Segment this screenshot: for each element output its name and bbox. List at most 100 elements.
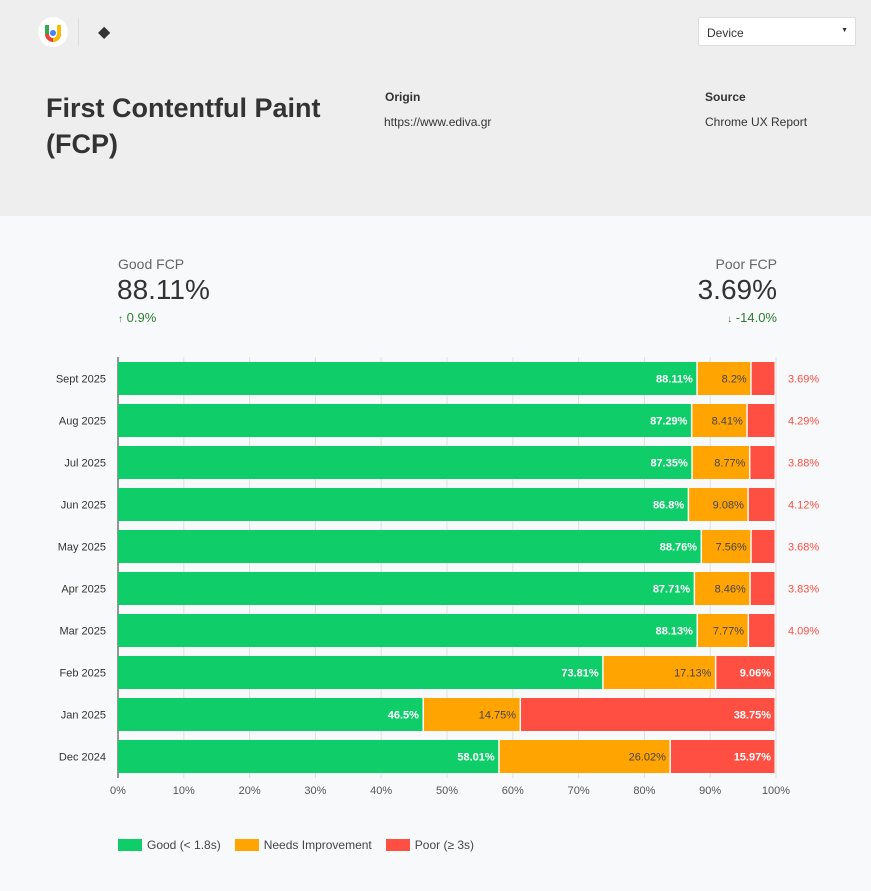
data-label-poor: 3.69% xyxy=(788,374,819,386)
poor-kpi-label: Poor FCP xyxy=(715,256,777,272)
y-tick-label: May 2025 xyxy=(58,542,106,554)
bar-poor xyxy=(750,446,775,479)
app-logo-icon xyxy=(38,17,68,47)
legend: Good (< 1.8s) Needs Improvement Poor (≥ … xyxy=(118,838,474,852)
good-kpi-delta: ↑ 0.9% xyxy=(118,310,157,325)
bar-poor xyxy=(716,656,775,689)
data-label: 87.71% xyxy=(653,584,691,596)
bar-good xyxy=(118,740,499,773)
bar-good xyxy=(118,530,701,563)
x-tick-label: 10% xyxy=(173,785,195,797)
legend-swatch xyxy=(118,839,142,851)
data-label: 46.5% xyxy=(388,710,419,722)
data-label: 88.76% xyxy=(660,542,698,554)
bar-good xyxy=(118,656,603,689)
poor-kpi-delta: ↓ -14.0% xyxy=(727,310,777,325)
bar-poor xyxy=(750,572,775,605)
x-tick-label: 100% xyxy=(762,785,790,797)
arrow-up-icon: ↑ xyxy=(118,314,123,325)
bar-needs-improvement xyxy=(697,362,751,395)
y-tick-label: Jan 2025 xyxy=(61,710,106,722)
data-label-poor: 4.12% xyxy=(788,500,819,512)
source-value: Chrome UX Report xyxy=(705,115,808,129)
data-label-poor: 3.83% xyxy=(788,584,819,596)
x-tick-label: 80% xyxy=(633,785,655,797)
bar-poor xyxy=(747,404,775,437)
bar-needs-improvement xyxy=(692,404,747,437)
bar-needs-improvement xyxy=(692,446,749,479)
caret-down-icon: ▼ xyxy=(841,27,848,34)
x-tick-label: 60% xyxy=(502,785,524,797)
bar-poor xyxy=(751,362,775,395)
bar-poor xyxy=(521,698,775,731)
data-label: 26.02% xyxy=(629,752,667,764)
x-tick-label: 40% xyxy=(370,785,392,797)
paint-bucket-icon[interactable]: ◆ xyxy=(98,24,111,41)
good-kpi-label: Good FCP xyxy=(118,256,185,272)
device-select[interactable]: Device ▼ xyxy=(698,17,856,46)
bar-good xyxy=(118,362,697,395)
bar-needs-improvement xyxy=(702,530,751,563)
bar-needs-improvement xyxy=(603,656,715,689)
bar-good xyxy=(118,698,423,731)
fcp-stacked-bar-chart: 0% 10% 20% 30% 40% 50% 60% 70% 80% 90% 100% Sept 20… xyxy=(56,357,819,797)
bar-needs-improvement xyxy=(499,740,670,773)
bar-needs-improvement xyxy=(695,572,750,605)
bar-needs-improvement xyxy=(423,698,520,731)
bar-good xyxy=(118,446,692,479)
bar-good xyxy=(118,404,691,437)
divider xyxy=(78,18,79,46)
x-tick-label: 20% xyxy=(239,785,261,797)
bar-good xyxy=(118,614,697,647)
data-label: 88.11% xyxy=(656,374,693,386)
origin-label: Origin xyxy=(385,90,421,104)
y-tick-label: Jul 2025 xyxy=(64,458,106,470)
y-tick-label: Dec 2024 xyxy=(59,752,106,764)
bar-needs-improvement xyxy=(697,614,748,647)
device-select-value: Device xyxy=(707,26,744,40)
data-label: 8.77% xyxy=(714,458,745,470)
data-label-poor: 3.68% xyxy=(788,542,819,554)
data-label-poor: 3.88% xyxy=(788,458,819,470)
data-label: 8.41% xyxy=(712,416,743,428)
x-tick-label: 50% xyxy=(436,785,458,797)
data-label: 7.56% xyxy=(716,542,747,554)
good-kpi-value: 88.11% xyxy=(117,274,210,305)
poor-kpi-value: 3.69% xyxy=(697,274,777,305)
data-label: 88.13% xyxy=(656,626,694,638)
data-label: 38.75% xyxy=(734,710,772,722)
data-label: 7.77% xyxy=(713,626,744,638)
legend-swatch xyxy=(234,839,259,851)
header: ◆ Device ▼ First Contentful Paint (FCP) O… xyxy=(0,0,871,216)
y-tick-label: Apr 2025 xyxy=(61,584,106,596)
data-label: 15.97% xyxy=(734,752,772,764)
legend-swatch xyxy=(385,839,410,851)
data-label: 87.29% xyxy=(650,416,688,428)
bar-good xyxy=(118,488,688,521)
bar-needs-improvement xyxy=(689,488,748,521)
data-label: 9.08% xyxy=(713,500,744,512)
bar-poor xyxy=(749,614,775,647)
legend-poor[interactable]: Poor (≥ 3s) xyxy=(385,838,474,852)
legend-needs-improvement[interactable]: Needs Improvement xyxy=(234,838,372,852)
data-label: 8.46% xyxy=(715,584,746,596)
x-tick-label: 70% xyxy=(568,785,590,797)
data-label: 9.06% xyxy=(740,668,771,680)
data-label: 8.2% xyxy=(722,374,747,386)
page-title: First Contentful Paint (FCP) xyxy=(46,93,321,159)
y-tick-label: Sept 2025 xyxy=(56,374,106,386)
data-label: 73.81% xyxy=(561,668,599,680)
legend-good[interactable]: Good (< 1.8s) xyxy=(118,838,221,852)
bar-poor xyxy=(751,530,775,563)
y-tick-label: Feb 2025 xyxy=(60,668,106,680)
x-tick-label: 30% xyxy=(304,785,326,797)
x-tick-label: 90% xyxy=(699,785,721,797)
y-tick-label: Mar 2025 xyxy=(60,626,106,638)
data-label-poor: 4.09% xyxy=(788,626,819,638)
bar-poor xyxy=(670,740,775,773)
data-label: 14.75% xyxy=(479,710,517,722)
data-label-poor: 4.29% xyxy=(788,416,819,428)
source-label: Source xyxy=(705,90,746,104)
bar-good xyxy=(118,572,694,605)
data-label: 87.35% xyxy=(650,458,688,470)
